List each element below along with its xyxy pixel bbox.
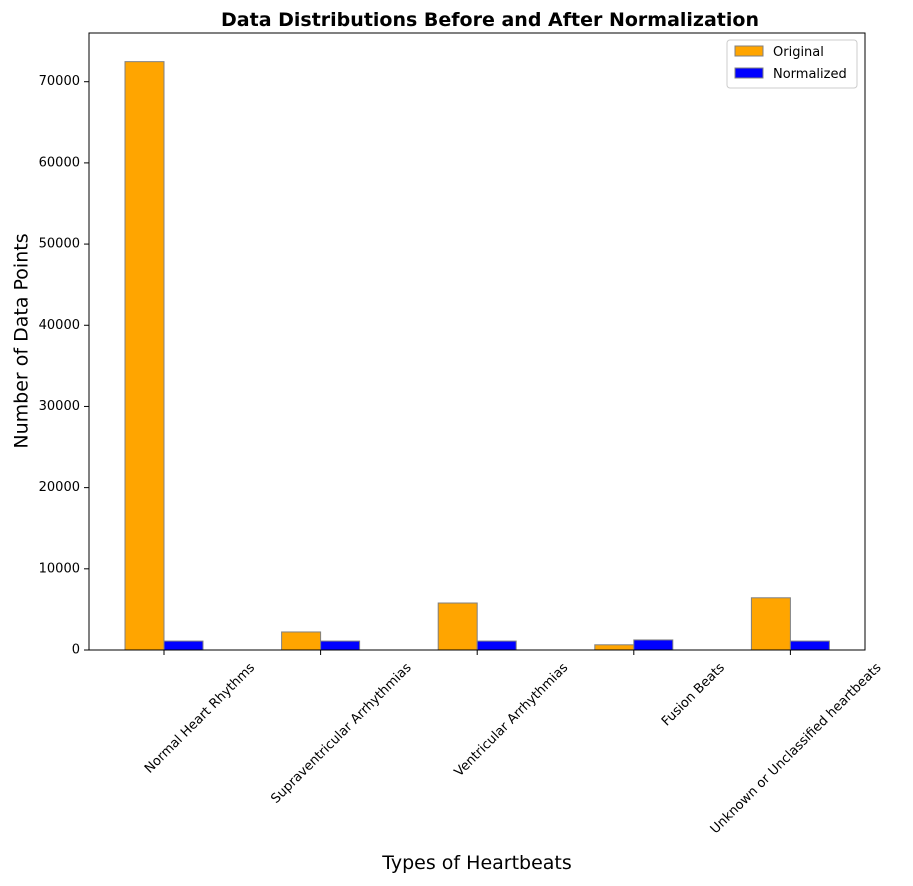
legend-swatch-normalized xyxy=(734,67,764,79)
y-tick-label: 20000 xyxy=(39,480,80,495)
legend-swatch-original xyxy=(734,45,764,57)
plot-area-frame xyxy=(88,32,866,651)
legend-label-original: Original xyxy=(773,45,824,60)
y-tick-label: 0 xyxy=(72,643,80,658)
y-tick-label: 60000 xyxy=(39,155,80,170)
y-tick-label: 70000 xyxy=(39,74,80,89)
y-tick-label: 40000 xyxy=(39,318,80,333)
x-axis: Normal Heart Rhythms Supraventricular Arr… xyxy=(142,650,885,837)
y-axis-label: Number of Data Points xyxy=(11,233,33,448)
bar-normalized-3 xyxy=(633,639,674,651)
bar-original-0 xyxy=(124,61,165,651)
y-tick-label: 30000 xyxy=(39,399,80,414)
y-tick-label: 10000 xyxy=(39,561,80,576)
x-tick-label: Supraventricular Arrhythmias xyxy=(268,660,414,806)
bar-original-3 xyxy=(594,644,635,651)
x-tick-label: Unknown or Unclassified heartbeats xyxy=(708,660,885,837)
bar-original-2 xyxy=(437,602,478,651)
x-tick-label: Normal Heart Rhythms xyxy=(142,660,258,776)
bar-normalized-4 xyxy=(789,640,830,651)
bar-normalized-1 xyxy=(320,640,361,651)
x-axis-label: Types of Heartbeats xyxy=(381,852,572,874)
legend-label-normalized: Normalized xyxy=(773,67,847,82)
bar-normalized-0 xyxy=(163,640,204,651)
bar-original-4 xyxy=(750,597,791,651)
y-tick-label: 50000 xyxy=(39,237,80,252)
y-axis: 0 10000 20000 30000 40000 50000 60000 70000 xyxy=(39,74,89,658)
x-tick-label: Fusion Beats xyxy=(659,660,728,729)
bar-normalized-2 xyxy=(476,640,517,651)
bars-layer xyxy=(124,61,830,651)
legend: Original Normalized xyxy=(726,39,858,89)
x-tick-label: Ventricular Arrhythmias xyxy=(452,660,572,780)
chart-title: Data Distributions Before and After Norm… xyxy=(221,9,759,31)
bar-original-1 xyxy=(281,631,322,651)
